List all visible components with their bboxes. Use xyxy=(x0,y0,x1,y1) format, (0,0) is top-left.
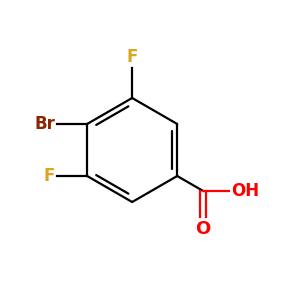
Text: F: F xyxy=(127,48,138,66)
Text: Br: Br xyxy=(34,115,55,133)
Text: O: O xyxy=(195,220,211,238)
Text: OH: OH xyxy=(232,182,260,200)
Text: F: F xyxy=(44,167,55,185)
